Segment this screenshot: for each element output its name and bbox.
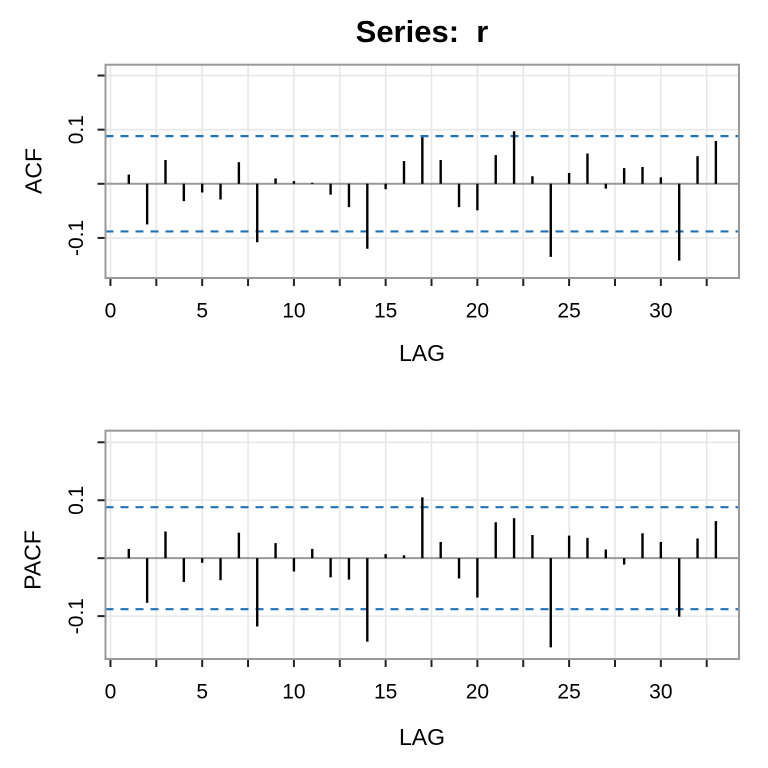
acf-x-tick-label: 25: [557, 299, 580, 322]
pacf-plot-border: [104, 429, 740, 661]
pacf-x-tick-label: 10: [282, 680, 305, 703]
pacf-x-axis-label: LAG: [398, 724, 446, 750]
acf-x-tick-label: 15: [374, 299, 397, 322]
pacf-y-tick-label: -0.1: [65, 598, 88, 634]
acf-x-tick-label: 5: [196, 299, 208, 322]
acf-y-tick-label: 0.1: [65, 115, 88, 144]
acf-x-tick-label: 30: [649, 299, 672, 322]
acf-plot-border: [104, 63, 740, 279]
acf-x-axis-label: LAG: [398, 340, 446, 366]
pacf-x-tick-label: 30: [649, 680, 672, 703]
pacf-x-tick-label: 15: [374, 680, 397, 703]
acf-y-tick-label: -0.1: [65, 220, 88, 256]
pacf-x-tick-label: 5: [196, 680, 208, 703]
acf-x-tick-label: 20: [466, 299, 489, 322]
acf-x-tick-label: 10: [282, 299, 305, 322]
chart-title: Series: r: [355, 14, 489, 49]
pacf-y-tick-label: 0.1: [65, 486, 88, 515]
pacf-x-tick-label: 25: [557, 680, 580, 703]
pacf-x-tick-label: 0: [105, 680, 117, 703]
acf-x-tick-label: 0: [105, 299, 117, 322]
pacf-x-tick-label: 20: [466, 680, 489, 703]
